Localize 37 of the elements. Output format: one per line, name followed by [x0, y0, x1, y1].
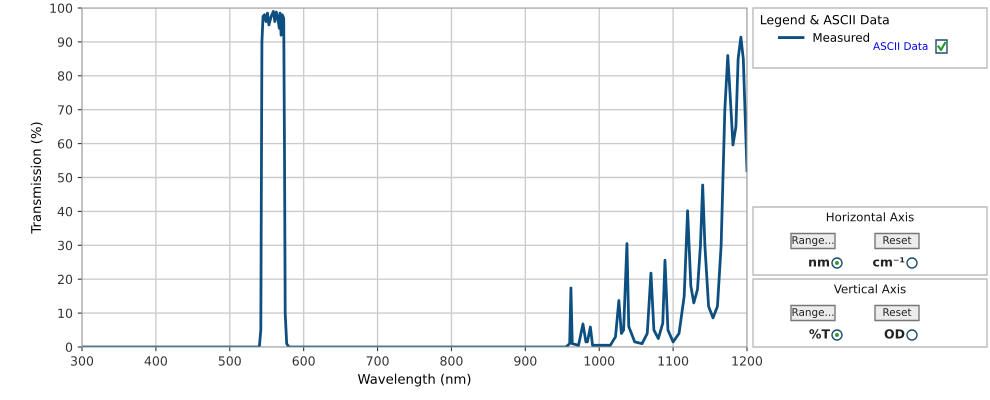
legend-label: Measured	[814, 32, 870, 42]
text: OD	[884, 329, 904, 339]
y-tick-label: 20	[58, 274, 72, 284]
y-tick-label: 50	[58, 172, 72, 182]
y-tick-label: 0	[66, 342, 72, 352]
text: Horizontal Axis	[826, 212, 914, 222]
y-tick-label: 100	[50, 3, 72, 13]
text: ASCII Data	[873, 42, 928, 50]
text: Range...	[792, 308, 834, 318]
y-tick-label: 60	[58, 139, 72, 149]
y-tick-label: 10	[58, 308, 72, 318]
x-tick-label: 600	[292, 356, 315, 366]
y-axis-title: Transmission (%)	[30, 122, 43, 234]
text: Range...	[792, 236, 834, 246]
text: Reset	[883, 236, 912, 244]
x-tick-label: 1100	[658, 356, 688, 366]
y-tick-label: 90	[58, 37, 72, 47]
text: %T	[809, 329, 830, 339]
text: Vertical Axis	[834, 284, 906, 294]
y-tick-label: 30	[58, 240, 72, 250]
legend-title: Legend & ASCII Data	[760, 14, 889, 27]
line-series	[82, 10, 747, 347]
x-tick-label: 900	[514, 356, 536, 366]
x-tick-label: 1000	[584, 356, 614, 366]
x-tick-label: 400	[144, 356, 167, 366]
text: nm	[809, 259, 830, 266]
y-tick-label: 80	[58, 71, 72, 81]
text: cm⁻¹	[873, 257, 904, 267]
text: Reset	[883, 308, 912, 316]
x-tick-label: 800	[440, 356, 463, 366]
x-tick-label: 700	[366, 356, 389, 366]
x-tick-label: 300	[71, 356, 94, 366]
y-tick-label: 40	[58, 206, 72, 216]
x-tick-label: 500	[218, 356, 241, 366]
x-tick-label: 1200	[732, 356, 762, 366]
x-axis-title: Wavelength (nm)	[358, 374, 470, 386]
y-tick-label: 70	[58, 105, 72, 115]
